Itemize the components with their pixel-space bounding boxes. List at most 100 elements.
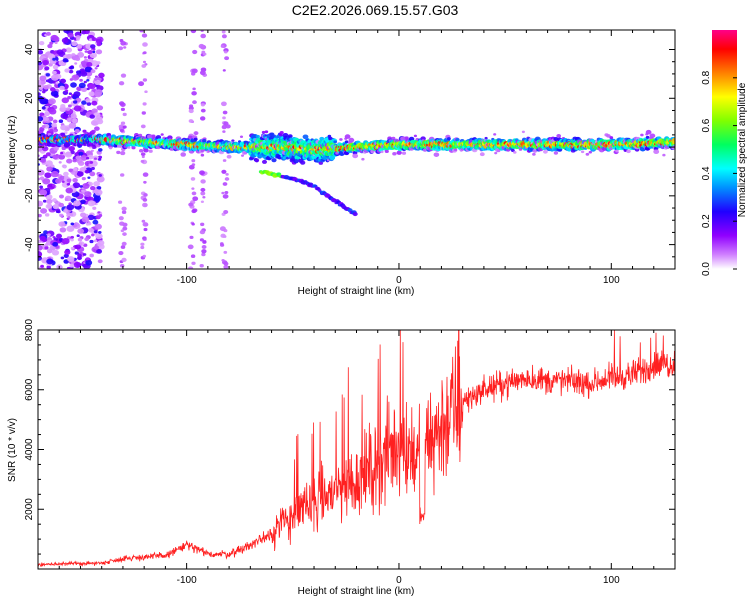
spectral-cell <box>142 222 149 227</box>
spectral-cell <box>68 168 73 173</box>
spectral-cell <box>74 244 82 250</box>
spectral-cell <box>123 46 127 49</box>
spectral-cell <box>61 180 65 184</box>
spectral-cell <box>139 30 144 33</box>
spectral-cell <box>52 204 60 210</box>
spectral-cell <box>52 81 56 84</box>
spectral-cell <box>139 149 144 153</box>
spectral-cell <box>201 252 206 257</box>
spectral-cell <box>585 152 590 156</box>
spectral-cell <box>191 222 195 226</box>
spectral-cell <box>91 166 95 171</box>
spectral-cell <box>40 208 48 214</box>
spectral-cell <box>333 140 338 144</box>
spectral-cell <box>61 37 69 44</box>
spectral-cell <box>60 103 66 109</box>
spectral-cell <box>86 62 93 67</box>
spectral-cell <box>65 89 69 92</box>
spectral-cell <box>226 154 232 159</box>
spectral-cell <box>222 194 229 199</box>
spectral-cell <box>384 149 389 154</box>
spectral-cell <box>285 156 290 160</box>
spectral-cell <box>118 124 124 129</box>
spectral-cell <box>78 242 83 246</box>
spectral-cell <box>188 119 194 123</box>
spectral-cell <box>69 263 75 268</box>
spectral-cell <box>66 53 73 59</box>
spectral-cell <box>231 139 235 142</box>
spectral-cell <box>72 177 78 183</box>
spectral-cell <box>85 150 93 157</box>
spectral-cell <box>67 104 72 108</box>
spectral-cell <box>94 67 98 70</box>
spectral-cell <box>91 37 97 42</box>
spectral-cell <box>626 149 631 154</box>
spectral-cell <box>141 219 146 223</box>
spectral-cell <box>143 193 148 197</box>
spectral-cell <box>479 152 485 157</box>
spectral-cell <box>67 216 71 219</box>
spectral-cell <box>88 83 96 90</box>
spectral-cell <box>319 136 325 141</box>
spectral-cell <box>85 223 90 226</box>
spectral-cell <box>167 135 173 140</box>
spectral-cell <box>200 30 204 33</box>
spectral-cell <box>46 198 53 204</box>
spectral-cell <box>493 133 497 136</box>
spectral-cell <box>220 243 225 247</box>
spectral-cell <box>86 76 91 80</box>
spectral-cell <box>192 100 197 105</box>
spectral-cell <box>65 187 73 194</box>
spectral-cell <box>53 129 58 133</box>
spectral-cell <box>76 37 80 41</box>
spectral-cell <box>199 264 204 268</box>
spectral-cell <box>60 61 67 66</box>
spectral-cell <box>52 57 56 61</box>
spectral-cell <box>86 102 92 106</box>
spectral-cell <box>199 238 204 242</box>
spectral-cell <box>521 130 525 134</box>
spectral-cell <box>70 235 75 239</box>
spectral-cell <box>50 170 59 178</box>
spectral-cell <box>95 38 102 44</box>
spectral-cell <box>60 256 65 260</box>
spectral-cell <box>91 233 95 237</box>
spectral-cell <box>93 181 100 187</box>
spectral-cell <box>70 238 74 242</box>
spectral-cell <box>120 151 126 156</box>
spectral-cell <box>94 79 101 85</box>
spectral-cell <box>119 128 124 133</box>
spectral-cell <box>77 256 81 260</box>
spectral-cell <box>73 91 81 97</box>
spectral-cell <box>222 116 226 120</box>
spectral-cell <box>120 40 127 46</box>
spectral-cell <box>83 253 87 256</box>
spectral-cell <box>221 34 227 39</box>
spectral-cell <box>348 137 355 143</box>
spectral-cell <box>38 213 42 218</box>
spectral-cell <box>43 116 49 122</box>
spectral-cell <box>63 171 69 177</box>
spectral-cell <box>78 82 86 89</box>
spectral-cell <box>89 161 94 164</box>
spectral-cell <box>194 132 198 135</box>
spectral-cell <box>52 119 58 124</box>
spectral-cell <box>344 140 349 144</box>
spectral-cell <box>122 232 127 236</box>
spectral-cell <box>96 42 102 47</box>
spectral-cell <box>49 128 54 133</box>
spectral-cell <box>446 137 451 141</box>
spectral-cell <box>118 216 124 221</box>
spectral-cell <box>200 200 204 203</box>
spectral-cell <box>200 149 204 153</box>
spectral-cell <box>45 73 50 77</box>
spectral-cell <box>45 194 53 200</box>
spectral-cell <box>118 200 123 204</box>
spectral-cell <box>609 136 614 140</box>
spectral-cell <box>219 226 226 232</box>
spectral-cell <box>191 159 196 163</box>
spectral-cell <box>80 212 87 218</box>
spectral-cell <box>45 203 52 209</box>
spectral-cell <box>83 56 87 59</box>
